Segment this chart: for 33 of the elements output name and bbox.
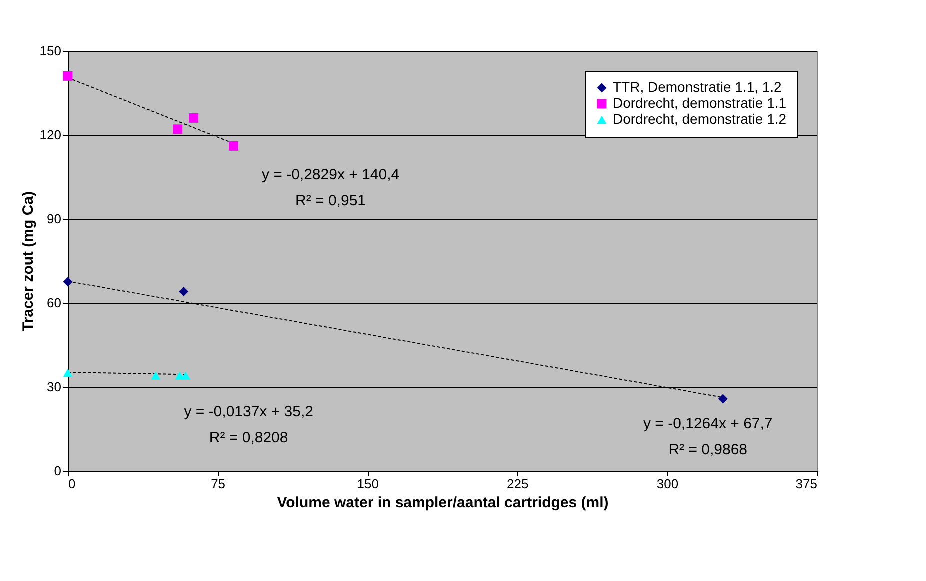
y-axis-title: Tracer zout (mg Ca) (20, 191, 37, 332)
point (189, 113, 199, 123)
x-tick-label: 225 (507, 476, 529, 492)
annotation: y = -0,1264x + 67,7 (643, 416, 773, 433)
point (63, 368, 73, 378)
x-tick-label: 75 (211, 476, 226, 492)
point (63, 71, 73, 81)
y-tick-label: 0 (54, 464, 62, 478)
y-tick-label: 90 (47, 212, 62, 226)
y-tick-label: 150 (40, 44, 62, 58)
y-tick-label: 30 (47, 380, 62, 394)
point (229, 141, 239, 151)
annotation: y = -0,0137x + 35,2 (184, 404, 314, 421)
annotation: y = -0,2829x + 140,4 (262, 166, 400, 184)
y-tick-label: 60 (47, 296, 62, 310)
point (173, 124, 183, 134)
point (718, 394, 728, 404)
x-tick-label: 300 (656, 476, 679, 492)
y-tick-label: 120 (40, 128, 62, 142)
legend-label: Dordrecht, demonstratie 1.1 (613, 95, 787, 111)
point (179, 287, 189, 297)
x-axis-title: Volume water in sampler/aantal cartridges (ml) (277, 494, 609, 512)
x-tick-label: 150 (357, 476, 379, 492)
annotation: R² = 0,8208 (209, 430, 288, 447)
x-tick-label: 0 (68, 476, 76, 492)
point (181, 372, 191, 380)
x-tick-label: 375 (796, 476, 818, 492)
point (63, 277, 73, 287)
point (151, 372, 161, 380)
legend-label: Dordrecht, demonstratie 1.2 (613, 111, 787, 127)
annotation: R² = 0,951 (296, 192, 366, 210)
annotation: R² = 0,9868 (668, 442, 748, 459)
legend-label: TTR, Demonstratie 1.1, 1.2 (613, 79, 782, 95)
